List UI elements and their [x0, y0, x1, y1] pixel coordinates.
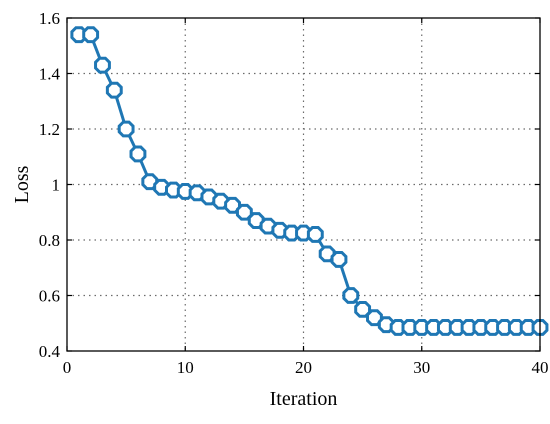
data-point [129, 145, 147, 163]
data-point [330, 251, 348, 268]
y-tick-label: 1.4 [39, 65, 61, 84]
y-tick-label: 1 [52, 176, 61, 195]
x-tick-label: 10 [177, 358, 194, 377]
data-point [94, 56, 111, 74]
data-point [235, 203, 253, 221]
data-point [306, 226, 324, 243]
x-tick-label: 30 [413, 358, 430, 377]
data-point [82, 26, 100, 44]
y-axis-label: Loss [11, 165, 33, 203]
x-tick-label: 40 [532, 358, 549, 377]
data-point [354, 300, 372, 318]
y-tick-label: 1.6 [39, 9, 60, 28]
y-tick-label: 0.4 [39, 342, 61, 361]
ticks: 0 10 20 30 40 0.4 0.6 0.8 1 1.2 1.4 1.6 [39, 9, 549, 377]
x-axis-label: Iteration [270, 388, 338, 410]
y-tick-label: 1.2 [39, 120, 60, 139]
data-point [105, 81, 123, 99]
data-point [342, 287, 360, 304]
data-point [117, 120, 135, 138]
y-tick-label: 0.6 [39, 287, 60, 306]
x-tick-label: 0 [63, 358, 72, 377]
x-tick-label: 20 [295, 358, 312, 377]
grid [67, 18, 540, 351]
y-tick-label: 0.8 [39, 231, 60, 250]
series-layer [70, 26, 549, 336]
